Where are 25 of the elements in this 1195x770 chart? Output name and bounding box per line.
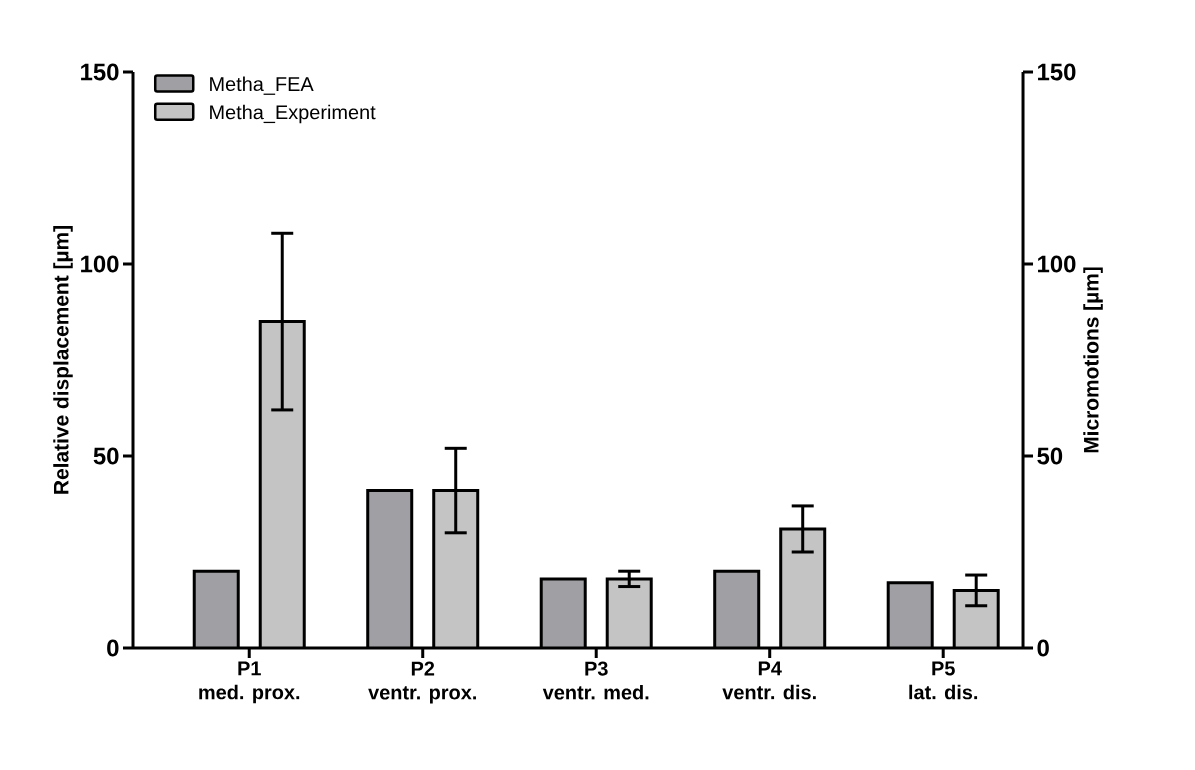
y2-tick-label: 150 xyxy=(1038,63,1076,81)
x-tick-label: P4 ventr. dis. xyxy=(722,661,816,700)
bar xyxy=(607,578,652,648)
legend-label: Metha_Experiment xyxy=(210,104,376,124)
y2-tick-label: 0 xyxy=(1037,639,1049,657)
y2-axis-title: Micromotions [µm] xyxy=(1083,267,1103,453)
bar xyxy=(433,490,478,648)
y-tick-label: 150 xyxy=(81,63,119,81)
y2-tick-label: 50 xyxy=(1037,447,1063,465)
x-tick-label: P3 ventr. med. xyxy=(542,661,649,700)
x-tick-label: P2 ventr. prox. xyxy=(368,661,476,704)
bar xyxy=(367,490,412,648)
x-tick-label: P1 med. prox. xyxy=(199,661,300,704)
bar xyxy=(260,321,305,648)
x-tick-label: P5 lat. dis. xyxy=(909,661,978,700)
y-tick-label: 50 xyxy=(93,447,119,465)
bar xyxy=(541,578,586,648)
y-tick-label: 0 xyxy=(107,639,119,657)
bar xyxy=(714,571,759,648)
bar xyxy=(780,528,825,648)
legend-label: Metha_FEA xyxy=(210,76,314,95)
y2-tick-label: 100 xyxy=(1038,255,1076,273)
bar xyxy=(194,571,239,648)
y-tick-label: 100 xyxy=(81,255,119,273)
y-axis-title: Relative displacement [µm] xyxy=(53,226,73,494)
